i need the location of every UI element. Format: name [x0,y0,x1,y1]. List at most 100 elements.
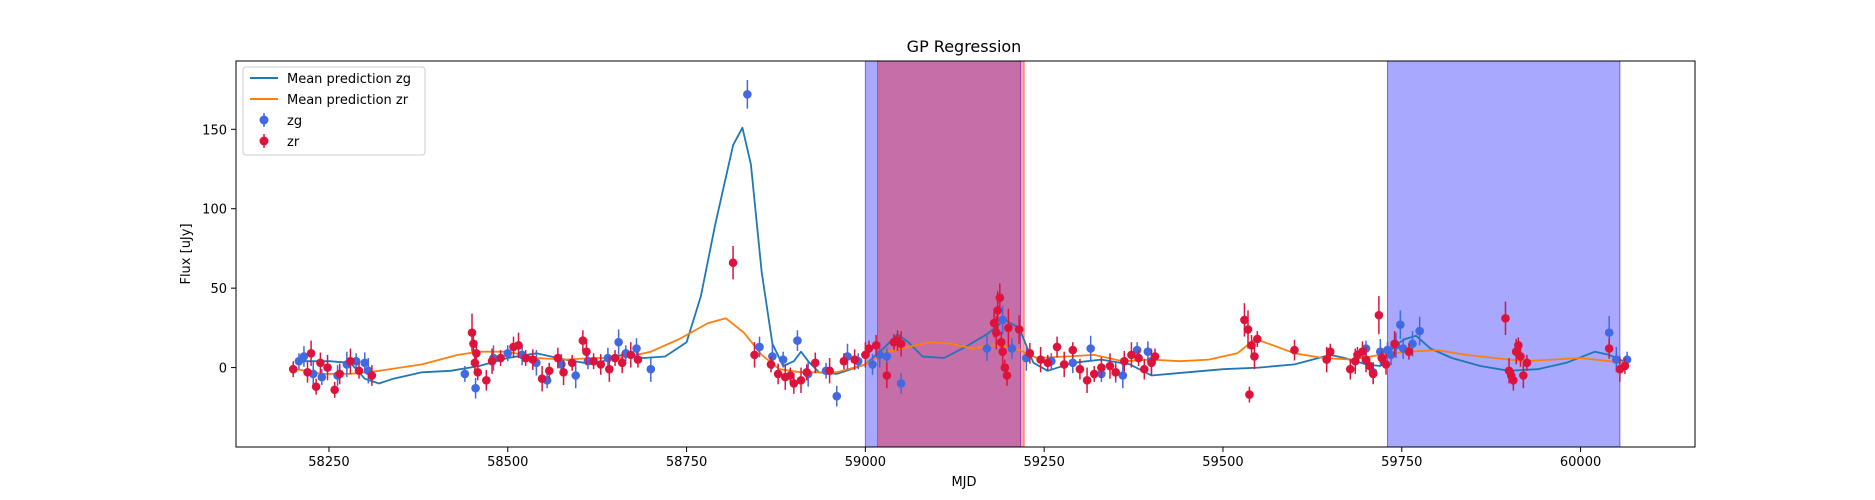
zg-point-36 [882,352,892,361]
legend-zg-line-label: Mean prediction zg [287,72,411,87]
zr-point-81 [1134,353,1143,363]
zr-point-22 [528,355,538,364]
zr-point-97 [1358,347,1367,356]
y-tick-label-1: 50 [210,282,227,297]
zr-point-91 [1290,345,1299,355]
zr-point-93 [1325,347,1335,356]
zr-point-106 [1501,314,1510,323]
zg-point-57 [1396,320,1405,329]
zg-point-1 [299,352,309,361]
x-tick-label-0: 58250 [308,455,349,470]
zr-point-115 [1604,344,1614,353]
zr-point-92 [1322,355,1331,364]
zg-point-38 [982,344,992,353]
zr-point-98 [1361,355,1371,364]
zr-point-38 [750,350,759,360]
zr-point-27 [567,358,577,368]
zr-point-78 [1111,368,1120,377]
zr-point-11 [467,328,477,337]
zr-point-42 [785,371,795,380]
zr-point-7 [335,369,345,379]
zr-point-17 [487,356,497,366]
zr-point-15 [473,368,483,377]
zr-point-34 [617,358,627,368]
zg-point-3 [317,372,327,382]
zr-point-99 [1365,361,1374,371]
zr-point-26 [559,368,568,377]
zr-point-60 [995,293,1005,302]
x-axis-label: MJD [951,475,976,490]
zg-point-12 [503,348,513,358]
zg-point-26 [768,352,777,361]
zr-point-109 [1509,375,1518,385]
zr-point-52 [871,341,881,350]
zg-point-31 [832,391,842,401]
zr-point-111 [1514,341,1523,350]
zr-point-62 [998,347,1007,356]
x-tick-label-1: 58500 [487,455,528,470]
x-tick-label-2: 58750 [666,455,707,470]
zr-point-31 [596,360,606,369]
zg-point-25 [755,342,764,352]
zr-point-20 [514,341,523,350]
zr-point-85 [1240,315,1249,325]
zr-point-1 [303,368,312,377]
zr-point-53 [882,371,892,380]
zg-point-37 [896,379,906,388]
zr-point-105 [1404,347,1414,356]
zr-point-50 [861,350,870,360]
zr-point-25 [553,353,563,363]
zr-point-114 [1522,358,1532,368]
zr-point-90 [1253,334,1262,344]
legend-zr-marker-swatch [259,136,269,146]
zr-point-104 [1390,339,1399,349]
plot-area [288,60,1632,448]
shaded-region-zg-0 [864,60,1022,448]
zr-point-44 [796,375,806,385]
zr-point-10 [367,371,377,380]
zr-point-0 [288,364,298,374]
zr-point-84 [1150,352,1160,361]
zr-point-58 [991,328,1001,337]
zr-point-100 [1368,369,1378,379]
zr-point-32 [605,364,614,374]
zr-point-14 [472,348,481,358]
zr-point-3 [311,382,321,391]
zg-point-44 [1086,344,1095,353]
zr-point-103 [1381,360,1391,369]
zr-point-49 [850,355,859,364]
zr-point-102 [1377,353,1387,363]
zr-point-112 [1516,352,1525,361]
zg-point-20 [614,337,623,347]
zr-point-79 [1119,356,1129,366]
legend-zr-line-label: Mean prediction zr [287,93,409,108]
zr-point-69 [1043,358,1053,368]
zg-point-62 [1612,355,1621,364]
legend-zg-points-label: zg [287,114,302,129]
zr-point-4 [316,358,325,368]
zg-point-9 [460,369,470,379]
zg-point-40 [1007,344,1017,353]
zg-point-55 [1386,350,1396,360]
zr-point-101 [1374,310,1384,320]
shaded-region-zg-2 [1386,60,1621,448]
zr-point-51 [864,344,874,353]
zg-point-22 [632,344,641,353]
zr-point-40 [773,369,783,379]
zg-point-17 [571,371,581,380]
zr-point-77 [1105,361,1115,371]
zr-point-21 [521,353,530,363]
zg-point-43 [1068,358,1078,368]
zr-point-73 [1075,364,1085,374]
zr-point-68 [1036,355,1045,364]
zr-point-74 [1082,375,1092,385]
zr-point-24 [544,366,554,376]
axis-ticks: 58250 58500 58750 59000 59250 59500 59750 60000… [202,123,1601,470]
zr-point-37 [728,258,738,268]
zg-point-61 [1604,328,1614,337]
zr-point-18 [496,353,505,363]
zr-point-65 [1004,323,1013,333]
x-tick-label-3: 59000 [845,455,886,470]
zr-point-72 [1068,345,1078,355]
zr-point-67 [1025,348,1035,358]
